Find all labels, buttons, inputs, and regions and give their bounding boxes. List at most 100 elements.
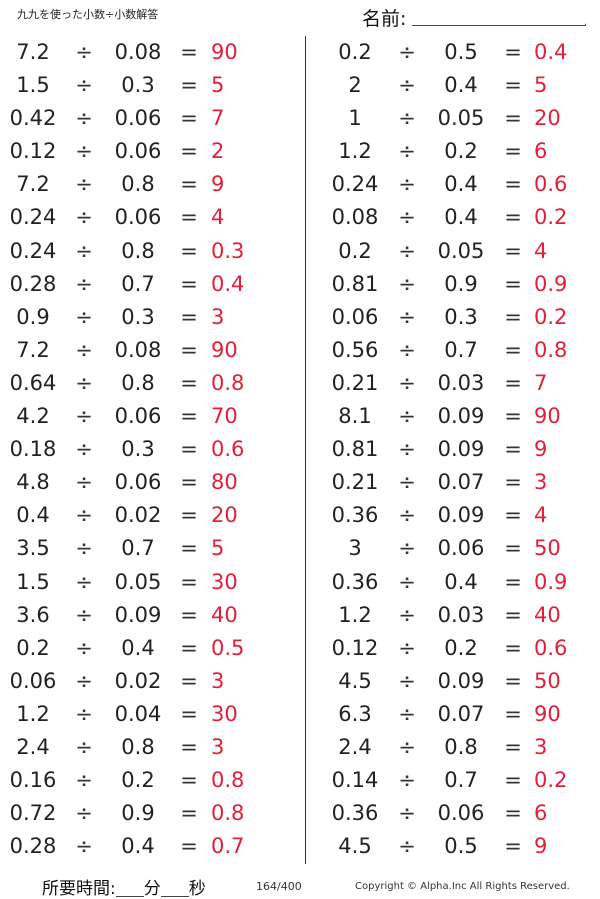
equals-sign: = xyxy=(504,271,522,296)
divisor: 0.8 xyxy=(121,238,155,263)
divide-sign: ÷ xyxy=(75,470,93,495)
time-spent: 所要時間: 分 秒 xyxy=(42,874,206,899)
problem-row: 0.21 ÷ 0.03 = 7 xyxy=(312,367,600,400)
answer: 90 xyxy=(211,40,238,64)
equals-sign: = xyxy=(504,536,522,561)
problem-row: 0.24 ÷ 0.8 = 0.3 xyxy=(0,235,300,268)
problem-row: 0.24 ÷ 0.4 = 0.6 xyxy=(312,168,600,201)
divide-sign: ÷ xyxy=(398,73,416,98)
equals-sign: = xyxy=(180,602,198,627)
divide-sign: ÷ xyxy=(75,503,93,528)
answer: 4 xyxy=(211,205,225,230)
equals-sign: = xyxy=(180,106,198,131)
divide-sign: ÷ xyxy=(75,668,93,693)
dividend: 0.81 xyxy=(331,271,379,296)
divisor: 0.09 xyxy=(437,437,485,462)
equals-sign: = xyxy=(504,602,522,627)
equals-sign: = xyxy=(504,40,522,64)
dividend: 7.2 xyxy=(16,337,50,362)
problem-row: 0.14 ÷ 0.7 = 0.2 xyxy=(312,764,600,797)
answer: 50 xyxy=(534,668,561,693)
dividend: 3.5 xyxy=(16,536,50,561)
problem-row: 0.08 ÷ 0.4 = 0.2 xyxy=(312,201,600,234)
seconds-blank[interactable] xyxy=(160,880,189,897)
minutes-blank[interactable] xyxy=(115,880,144,897)
dividend: 0.36 xyxy=(331,801,379,826)
equals-sign: = xyxy=(180,734,198,759)
equals-sign: = xyxy=(180,536,198,561)
problem-row: 4.8 ÷ 0.06 = 80 xyxy=(0,466,300,499)
problem-row: 0.42 ÷ 0.06 = 7 xyxy=(0,102,300,135)
divide-sign: ÷ xyxy=(75,635,93,660)
answer: 0.2 xyxy=(534,304,568,329)
problem-row: 1 ÷ 0.05 = 20 xyxy=(312,102,600,135)
divisor: 0.4 xyxy=(121,834,155,859)
problem-row: 0.9 ÷ 0.3 = 3 xyxy=(0,301,300,334)
divisor: 0.4 xyxy=(444,172,478,197)
divisor: 0.09 xyxy=(437,404,485,429)
answer: 5 xyxy=(211,536,225,561)
equals-sign: = xyxy=(504,470,522,495)
dividend: 3 xyxy=(348,536,362,561)
problem-row: 2.4 ÷ 0.8 = 3 xyxy=(0,731,300,764)
column-divider xyxy=(305,36,306,864)
problem-row: 2.4 ÷ 0.8 = 3 xyxy=(312,731,600,764)
name-line[interactable] xyxy=(412,25,586,26)
dividend: 1.2 xyxy=(338,602,372,627)
equals-sign: = xyxy=(180,834,198,859)
equals-sign: = xyxy=(180,73,198,98)
divisor: 0.2 xyxy=(444,635,478,660)
right-problem-column: 0.2 ÷ 0.5 = 0.4 2 ÷ 0.4 = 5 1 ÷ 0.05 = 20 1.2 ÷ 0.2 = 6 0.24… xyxy=(312,36,600,863)
divide-sign: ÷ xyxy=(75,734,93,759)
answer: 0.8 xyxy=(534,337,568,362)
divisor: 0.03 xyxy=(437,370,485,395)
divisor: 0.02 xyxy=(114,503,162,528)
answer: 7 xyxy=(534,370,548,395)
answer: 3 xyxy=(211,668,225,693)
answer: 2 xyxy=(211,139,225,164)
answer: 80 xyxy=(211,470,238,495)
problem-row: 0.81 ÷ 0.09 = 9 xyxy=(312,433,600,466)
divide-sign: ÷ xyxy=(75,370,93,395)
answer: 0.4 xyxy=(211,271,245,296)
equals-sign: = xyxy=(180,768,198,793)
divide-sign: ÷ xyxy=(398,337,416,362)
divide-sign: ÷ xyxy=(75,536,93,561)
divisor: 0.03 xyxy=(437,602,485,627)
dividend: 0.36 xyxy=(331,569,379,594)
divide-sign: ÷ xyxy=(398,40,416,64)
equals-sign: = xyxy=(504,701,522,726)
problem-row: 0.06 ÷ 0.02 = 3 xyxy=(0,665,300,698)
divisor: 0.9 xyxy=(121,801,155,826)
divisor: 0.4 xyxy=(444,205,478,230)
dividend: 0.42 xyxy=(9,106,57,131)
dividend: 0.64 xyxy=(9,370,57,395)
dividend: 0.28 xyxy=(9,271,57,296)
equals-sign: = xyxy=(180,139,198,164)
divisor: 0.8 xyxy=(121,172,155,197)
answer: 3 xyxy=(534,734,548,759)
dividend: 2 xyxy=(348,73,362,98)
divisor: 0.07 xyxy=(437,470,485,495)
divide-sign: ÷ xyxy=(75,337,93,362)
equals-sign: = xyxy=(180,205,198,230)
answer: 9 xyxy=(211,172,225,197)
divide-sign: ÷ xyxy=(75,106,93,131)
dividend: 7.2 xyxy=(16,40,50,64)
divide-sign: ÷ xyxy=(398,205,416,230)
equals-sign: = xyxy=(504,404,522,429)
worksheet-title: 九九を使った小数÷小数解答 xyxy=(17,8,159,21)
equals-sign: = xyxy=(180,701,198,726)
equals-sign: = xyxy=(180,668,198,693)
answer: 0.2 xyxy=(534,768,568,793)
left-problem-column: 7.2 ÷ 0.08 = 90 1.5 ÷ 0.3 = 5 0.42 ÷ 0.06 = 7 0.12 ÷ 0.06… xyxy=(0,36,300,863)
answer: 4 xyxy=(534,238,548,263)
divisor: 0.06 xyxy=(114,205,162,230)
equals-sign: = xyxy=(504,734,522,759)
divisor: 0.3 xyxy=(444,304,478,329)
divisor: 0.7 xyxy=(121,271,155,296)
equals-sign: = xyxy=(504,635,522,660)
answer: 5 xyxy=(211,73,225,98)
divide-sign: ÷ xyxy=(398,106,416,131)
equals-sign: = xyxy=(504,370,522,395)
